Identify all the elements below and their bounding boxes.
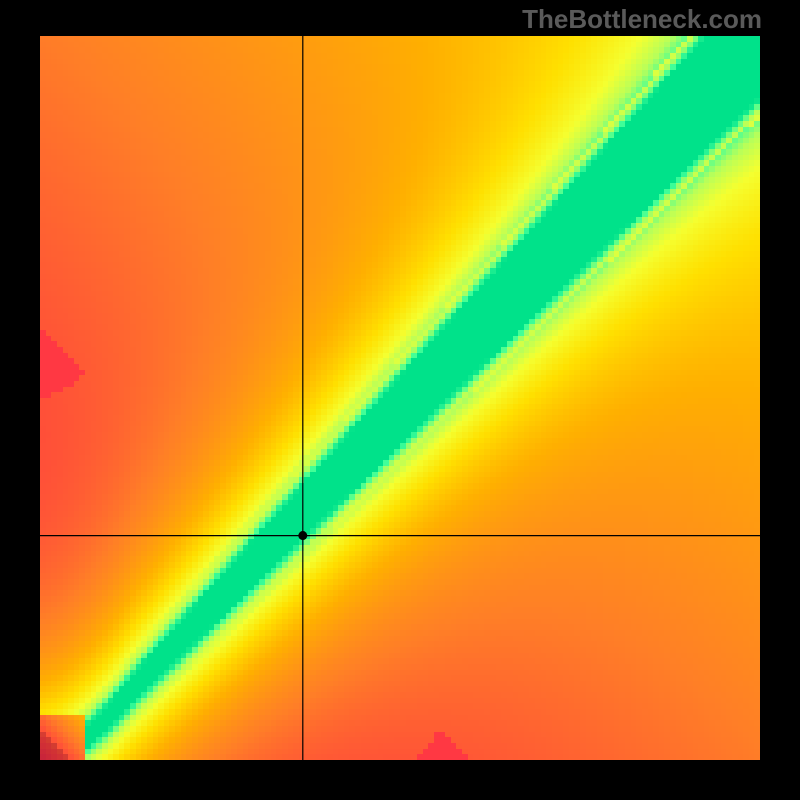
watermark-text: TheBottleneck.com: [522, 4, 762, 35]
bottleneck-heatmap: [0, 0, 800, 800]
